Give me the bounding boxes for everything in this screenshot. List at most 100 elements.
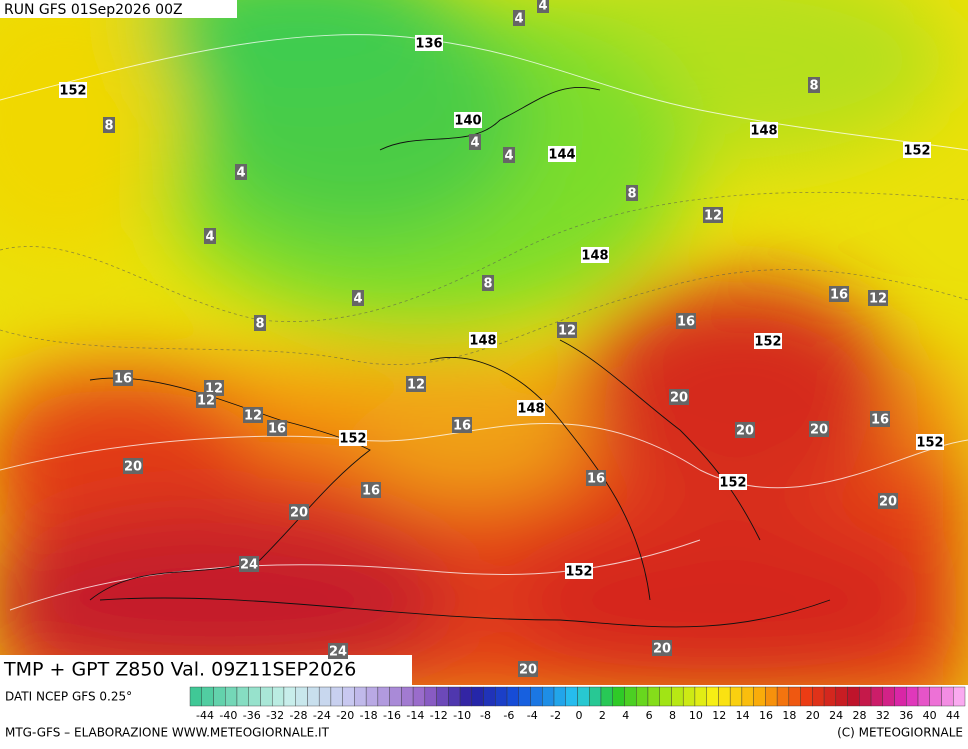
credit-right: (C) METEOGIORNALE <box>837 726 963 740</box>
colorbar-tick-label: -12 <box>430 709 448 722</box>
isotherm-label: 16 <box>452 417 472 434</box>
colorbar-cell <box>354 686 367 707</box>
label-box <box>196 392 216 408</box>
colorbar-cell <box>553 686 566 707</box>
label-text: 136 <box>415 37 442 52</box>
label-box <box>406 376 426 392</box>
label-box <box>518 661 538 677</box>
colorbar-tick-label: 28 <box>853 709 867 722</box>
isotherm-label: 4 <box>469 134 481 151</box>
colorbar-tick-label: -44 <box>196 709 214 722</box>
label-text: 152 <box>339 432 366 447</box>
isotherm-label: 8 <box>103 117 115 134</box>
label-box <box>415 35 443 51</box>
label-box <box>243 407 263 423</box>
label-text: 12 <box>869 292 887 307</box>
colorbar-tick-label: -10 <box>453 709 471 722</box>
colorbar-tick-label: -36 <box>243 709 261 722</box>
label-text: 24 <box>240 558 258 573</box>
isotherm-label: 4 <box>352 290 364 307</box>
colorbar-cell <box>917 686 930 707</box>
colorbar-tick-label: -8 <box>480 709 491 722</box>
product-box: TMP + GPT Z850 Val. 09Z11SEP2026 <box>0 655 412 685</box>
label-box <box>829 286 849 302</box>
colorbar-cell <box>448 686 461 707</box>
label-text: 152 <box>916 436 943 451</box>
map-labels: 4 4 136 152 8 8 140 4 4 144 148 152 4 8 12 4 148 8 4 16 12 8 1… <box>59 0 944 678</box>
colorbar-cell <box>330 686 343 707</box>
label-box <box>548 146 576 162</box>
label-box <box>903 142 931 158</box>
colorbar-cell <box>365 686 379 707</box>
height-label: 148 <box>469 332 497 349</box>
colorbar-cell <box>929 686 942 707</box>
label-box <box>565 563 593 579</box>
colorbar-tick-label: 24 <box>829 709 843 722</box>
colorbar-cell <box>342 686 355 707</box>
label-text: 12 <box>704 209 722 224</box>
label-text: 148 <box>517 402 544 417</box>
isotherm-label: 12 <box>196 392 216 409</box>
label-text: 16 <box>453 419 471 434</box>
isotherm-label: 12 <box>703 207 723 224</box>
label-text: 20 <box>519 663 537 678</box>
label-text: 148 <box>469 334 496 349</box>
isotherm-label: 4 <box>513 10 525 27</box>
colorbar-tick-label: 6 <box>646 709 653 722</box>
colorbar-tick-label: 16 <box>759 709 773 722</box>
isotherm-label: 24 <box>239 556 259 573</box>
product-label: TMP + GPT Z850 Val. 09Z11SEP2026 <box>3 659 356 681</box>
colorbar-cell <box>953 686 966 707</box>
label-text: 20 <box>124 460 142 475</box>
label-box <box>676 313 696 329</box>
isotherm-label: 16 <box>267 420 287 437</box>
height-label: 152 <box>903 142 931 159</box>
label-box <box>328 643 348 659</box>
label-box <box>735 422 755 438</box>
isotherm-label: 4 <box>235 164 247 181</box>
label-text: 152 <box>903 144 930 159</box>
isotherm-label: 4 <box>537 0 549 14</box>
isotherm-label: 12 <box>243 407 263 424</box>
label-box <box>669 389 689 405</box>
label-box <box>517 400 545 416</box>
colorbar-cell <box>189 686 202 707</box>
colorbar-tick-label: 8 <box>669 709 676 722</box>
label-box <box>703 207 723 223</box>
colorbar-cell <box>870 686 884 707</box>
label-text: 12 <box>558 324 576 339</box>
colorbar-cell <box>636 686 649 707</box>
height-label: 148 <box>750 122 778 139</box>
label-text: 152 <box>565 565 592 580</box>
isotherm-label: 4 <box>204 228 216 245</box>
label-text: 12 <box>244 409 262 424</box>
colorbar-tick-label: 32 <box>876 709 890 722</box>
colorbar-cell <box>600 686 613 707</box>
colorbar-cell <box>225 686 238 707</box>
label-box <box>513 10 525 26</box>
isotherm-label: 16 <box>113 370 133 387</box>
height-label: 152 <box>59 82 87 99</box>
colorbar-tick-label: -16 <box>383 709 401 722</box>
isotherm-label: 12 <box>868 290 888 307</box>
source-label: DATI NCEP GFS 0.25° <box>5 690 132 704</box>
colorbar-cell <box>823 686 837 707</box>
isotherm-label: 4 <box>503 147 515 164</box>
header-box: RUN GFS 01Sep2026 00Z <box>0 0 237 18</box>
isotherm-label: 16 <box>586 470 606 487</box>
temperature-field <box>0 0 968 685</box>
label-text: 20 <box>290 506 308 521</box>
colorbar-tick-label: -32 <box>266 709 284 722</box>
label-box <box>503 147 515 163</box>
isotherm-label: 8 <box>482 275 494 292</box>
label-box <box>339 430 367 446</box>
label-box <box>878 493 898 509</box>
label-box <box>469 332 497 348</box>
label-box <box>235 164 247 180</box>
isotherm-label: 12 <box>557 322 577 339</box>
colorbar-cell <box>706 686 719 707</box>
label-box <box>239 556 259 572</box>
colorbar-tick-label: 40 <box>923 709 937 722</box>
